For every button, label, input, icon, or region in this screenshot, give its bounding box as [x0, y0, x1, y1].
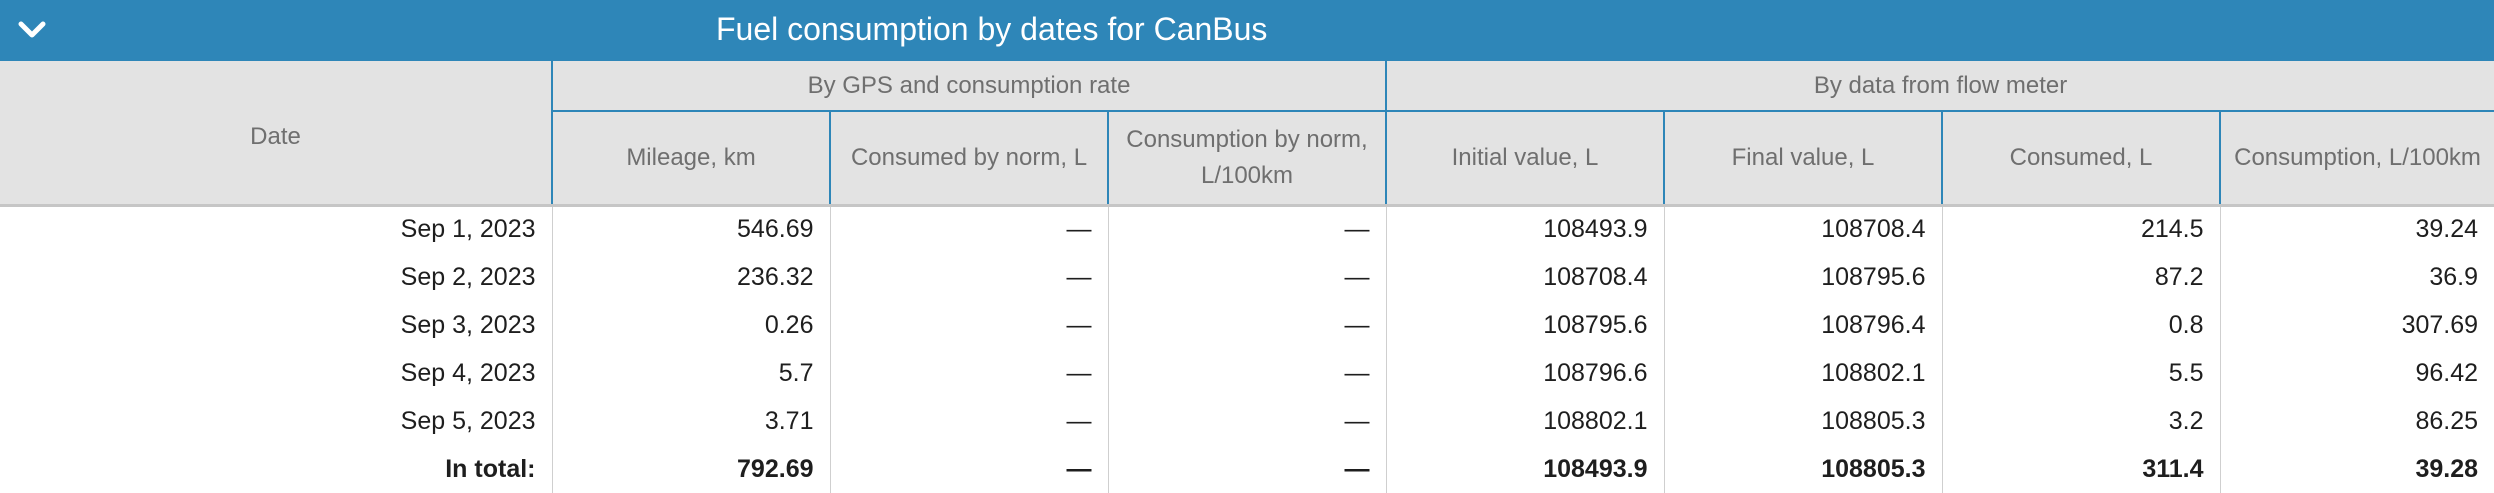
cell-consumption: 307.69	[2219, 301, 2494, 349]
fuel-consumption-table: Date By GPS and consumption rate By data…	[0, 61, 2494, 493]
column-header-final-value[interactable]: Final value, L	[1663, 111, 1942, 207]
cell-consumption: 39.24	[2219, 205, 2494, 253]
cell-date: Sep 5, 2023	[400, 406, 536, 435]
cell-initial-value: 108796.6	[1385, 349, 1664, 397]
column-group-gps: By GPS and consumption rate	[551, 61, 1386, 112]
cell-consumed-by-norm: —	[829, 397, 1108, 445]
cell-consumption-by-norm: —	[1107, 349, 1386, 397]
cell-consumed: 0.8	[1941, 301, 2220, 349]
cell-consumed-by-norm: —	[829, 253, 1108, 301]
total-consumed-by-norm: —	[829, 445, 1108, 493]
total-initial-value: 108493.9	[1385, 445, 1664, 493]
cell-final-value: 108802.1	[1663, 349, 1942, 397]
cell-consumption-by-norm: —	[1107, 253, 1386, 301]
cell-mileage: 0.26	[551, 301, 830, 349]
report-header-bar: Fuel consumption by dates for CanBus	[0, 0, 2494, 61]
cell-consumption: 96.42	[2219, 349, 2494, 397]
cell-initial-value: 108493.9	[1385, 205, 1664, 253]
column-header-mileage[interactable]: Mileage, km	[551, 111, 830, 207]
cell-mileage: 546.69	[551, 205, 830, 253]
cell-consumption-by-norm: —	[1107, 301, 1386, 349]
cell-consumption: 36.9	[2219, 253, 2494, 301]
cell-date: Sep 1, 2023	[400, 215, 536, 244]
table-row: Sep 5, 2023 3.71 — — 108802.1 108805.3 3…	[0, 397, 2494, 445]
cell-consumed: 5.5	[1941, 349, 2220, 397]
column-header-consumed[interactable]: Consumed, L	[1941, 111, 2220, 207]
cell-mileage: 5.7	[551, 349, 830, 397]
total-mileage: 792.69	[551, 445, 830, 493]
cell-initial-value: 108795.6	[1385, 301, 1664, 349]
total-consumption: 39.28	[2219, 445, 2494, 493]
cell-final-value: 108795.6	[1663, 253, 1942, 301]
column-header-date[interactable]: Date	[0, 61, 552, 207]
chevron-down-icon	[18, 21, 46, 38]
cell-date: Sep 3, 2023	[400, 310, 536, 339]
report-title: Fuel consumption by dates for CanBus	[716, 11, 1268, 47]
table-row: Sep 1, 2023 546.69 — — 108493.9 108708.4…	[0, 205, 2494, 253]
cell-consumption: 86.25	[2219, 397, 2494, 445]
total-row: In total: 792.69 — — 108493.9 108805.3 3…	[0, 445, 2494, 493]
column-header-initial-value[interactable]: Initial value, L	[1385, 111, 1664, 207]
cell-final-value: 108796.4	[1663, 301, 1942, 349]
total-label: In total:	[445, 454, 536, 483]
column-header-consumption-by-norm[interactable]: Consumption by norm, L/100km	[1107, 111, 1386, 207]
cell-consumption-by-norm: —	[1107, 397, 1386, 445]
cell-consumed: 214.5	[1941, 205, 2220, 253]
collapse-toggle-button[interactable]	[12, 10, 52, 50]
cell-consumption-by-norm: —	[1107, 205, 1386, 253]
cell-final-value: 108708.4	[1663, 205, 1942, 253]
cell-date: Sep 2, 2023	[400, 262, 536, 291]
table-row: Sep 2, 2023 236.32 — — 108708.4 108795.6…	[0, 253, 2494, 301]
column-header-consumed-by-norm[interactable]: Consumed by norm, L	[829, 111, 1108, 207]
cell-consumed-by-norm: —	[829, 301, 1108, 349]
cell-date: Sep 4, 2023	[400, 358, 536, 387]
cell-consumed: 3.2	[1941, 397, 2220, 445]
cell-mileage: 3.71	[551, 397, 830, 445]
cell-consumed-by-norm: —	[829, 205, 1108, 253]
cell-initial-value: 108708.4	[1385, 253, 1664, 301]
table-row: Sep 4, 2023 5.7 — — 108796.6 108802.1 5.…	[0, 349, 2494, 397]
cell-final-value: 108805.3	[1663, 397, 1942, 445]
column-group-flow-meter: By data from flow meter	[1384, 61, 2494, 112]
total-consumed: 311.4	[1941, 445, 2220, 493]
cell-consumed: 87.2	[1941, 253, 2220, 301]
total-final-value: 108805.3	[1663, 445, 1942, 493]
total-consumption-by-norm: —	[1107, 445, 1386, 493]
table-row: Sep 3, 2023 0.26 — — 108795.6 108796.4 0…	[0, 301, 2494, 349]
column-header-consumption[interactable]: Consumption, L/100km	[2218, 111, 2494, 207]
cell-initial-value: 108802.1	[1385, 397, 1664, 445]
cell-mileage: 236.32	[551, 253, 830, 301]
cell-consumed-by-norm: —	[829, 349, 1108, 397]
